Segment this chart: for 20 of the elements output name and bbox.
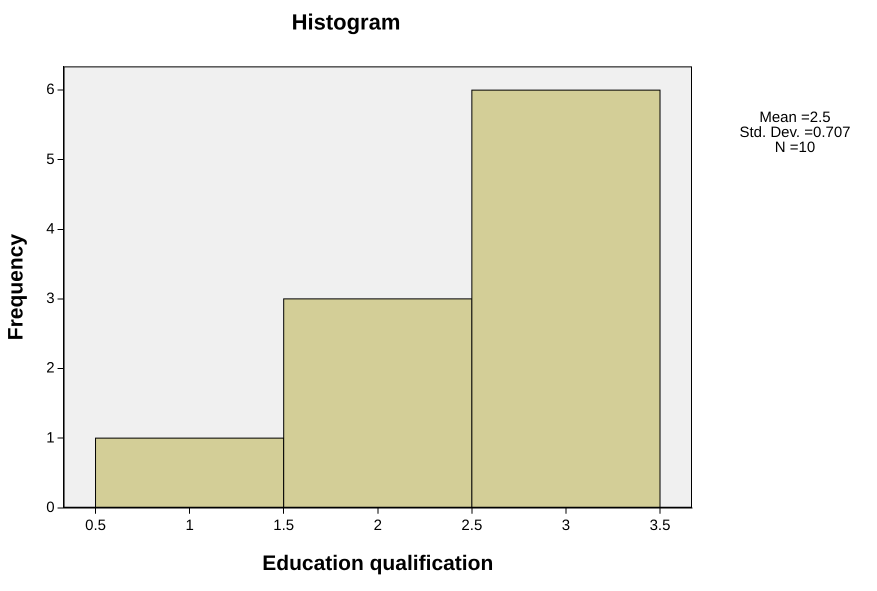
x-tick-label: 0.5 — [85, 516, 106, 534]
x-tick-label: 3.5 — [650, 516, 670, 534]
y-tick-label: 0 — [46, 498, 55, 516]
x-axis-title: Education qualification — [262, 552, 494, 576]
y-tick-label: 4 — [46, 220, 55, 238]
x-tick-label: 1.5 — [273, 516, 294, 534]
x-tick-label: 2.5 — [461, 516, 482, 534]
y-tick-label: 2 — [46, 360, 55, 377]
y-tick-label: 5 — [46, 150, 55, 168]
text: Std. Dev. =0.707 — [738, 124, 852, 141]
y-tick-label: 3 — [46, 290, 55, 308]
y-tick-label: 1 — [46, 429, 55, 446]
x-tick-label: 1 — [185, 516, 194, 534]
chart-title: Histogram — [292, 9, 400, 34]
x-tick-label: 3 — [562, 516, 570, 534]
text: N =10 — [774, 139, 816, 156]
y-tick-label: 6 — [46, 81, 55, 98]
y-axis-title: Frequency — [4, 234, 28, 340]
text: Mean =2.5 — [758, 109, 832, 126]
x-tick-label: 2 — [374, 516, 382, 534]
